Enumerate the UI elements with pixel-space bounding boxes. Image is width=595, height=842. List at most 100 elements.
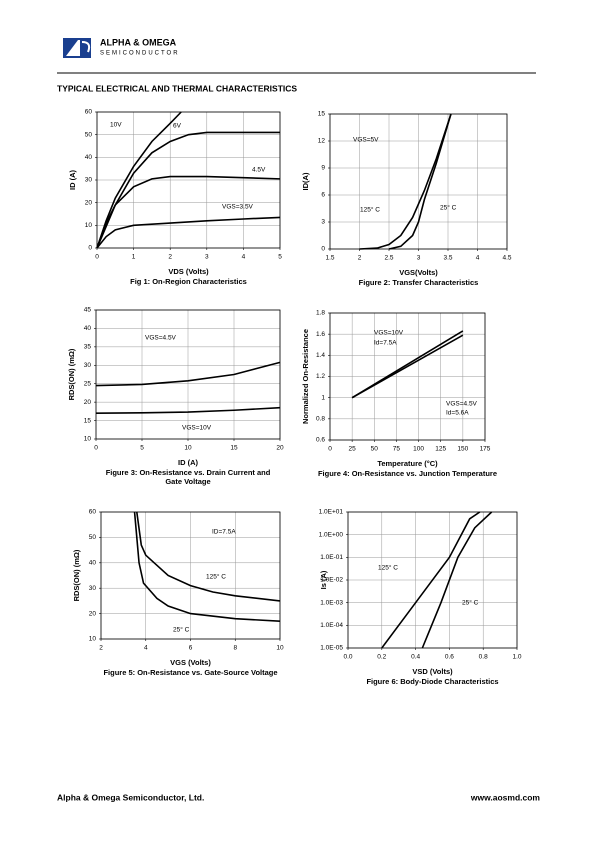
y-tick-label: 40 [89,560,97,567]
y-tick-label: 50 [85,131,93,138]
figure-caption: Figure 5: On-Resistance vs. Gate-Source … [103,668,277,677]
y-tick-label: 20 [85,199,93,206]
x-tick-label: 100 [413,446,424,453]
y-tick-label: 60 [85,109,93,116]
x-tick-label: 2 [99,645,103,652]
y-axis-label: ID(A) [301,172,310,190]
x-tick-label: 3 [417,255,421,262]
x-tick-label: 4.5 [502,255,511,262]
annotation: 125° C [360,206,380,214]
x-tick-label: 175 [480,446,491,453]
logo [63,38,91,58]
section-title: TYPICAL ELECTRICAL AND THERMAL CHARACTER… [57,83,297,93]
y-axis-label: RDS(ON) (mΩ) [67,348,76,400]
annotation: VGS=4.5V [145,335,177,342]
curve [95,361,281,387]
annotation: 25° C [440,204,457,212]
y-tick-label: 1.4 [316,352,325,359]
curve [381,511,481,649]
x-tick-label: 20 [276,445,284,452]
x-tick-label: 10 [276,645,284,652]
x-axis-label: VGS (Volts) [170,658,211,667]
curve [136,511,281,602]
plot-frame [329,113,508,250]
y-tick-label: 1.0E-05 [320,645,343,652]
x-tick-label: 3 [205,254,209,261]
x-tick-label: 2.5 [384,255,393,262]
x-tick-label: 0 [94,445,98,452]
annotation: 10V [110,122,122,129]
x-tick-label: 2 [358,255,362,262]
x-axis-label: VGS(Volts) [399,268,438,277]
x-tick-label: 50 [371,446,379,453]
y-tick-label: 10 [85,222,93,229]
annotation: VGS=3.5V [222,204,254,211]
x-tick-label: 10 [184,445,192,452]
y-tick-label: 0.6 [316,437,325,444]
x-tick-label: 1.0 [512,654,521,661]
y-tick-label: 1.0E-04 [320,622,343,629]
y-tick-label: 1.0E+00 [319,531,344,538]
figure-caption: Figure 3: On-Resistance vs. Drain Curren… [106,468,271,477]
y-tick-label: 0 [88,245,92,252]
annotation: 125° C [206,573,226,581]
x-tick-label: 0.8 [479,654,488,661]
curve [96,175,281,249]
plot-frame [96,111,281,249]
y-tick-label: 1.0E-03 [320,599,343,606]
figure-caption: Figure 2: Transfer Characteristics [359,278,479,287]
x-axis-label: VDS (Volts) [168,267,209,276]
x-axis-label: Temperature (°C) [377,459,438,468]
y-tick-label: 30 [85,177,93,184]
x-tick-label: 15 [230,445,238,452]
x-tick-label: 0.2 [377,654,386,661]
y-tick-label: 45 [84,307,92,314]
y-tick-label: 1.8 [316,310,325,317]
x-tick-label: 8 [233,645,237,652]
x-tick-label: 1 [132,254,136,261]
x-tick-label: 0.4 [411,654,420,661]
y-tick-label: 20 [89,610,97,617]
x-tick-label: 6 [189,645,193,652]
figure-caption: Fig 1: On-Region Characteristics [130,277,247,286]
x-tick-label: 4 [242,254,246,261]
x-tick-label: 2 [168,254,172,261]
x-tick-label: 3.5 [443,255,452,262]
y-tick-label: 1 [321,394,325,401]
x-tick-label: 4 [144,645,148,652]
curve [96,131,280,249]
y-tick-label: 1.6 [316,331,325,338]
x-tick-label: 4 [476,255,480,262]
x-tick-label: 5 [278,254,282,261]
y-tick-label: 10 [89,636,97,643]
curve [96,216,281,249]
y-axis-label: Is (A) [319,570,328,589]
annotation: Id=5.6A [446,410,469,417]
annotation: 125° C [378,564,398,572]
y-axis-label: Normalized On-Resistance [301,329,310,424]
y-tick-label: 30 [84,362,92,369]
x-tick-label: 125 [435,446,446,453]
annotation: VGS=5V [353,137,379,144]
y-tick-label: 20 [84,399,92,406]
annotation: 25° C [173,626,190,634]
y-tick-label: 35 [84,344,92,351]
x-tick-label: 5 [140,445,144,452]
footer-company: Alpha & Omega Semiconductor, Ltd. [57,792,204,802]
y-tick-label: 1.0E-02 [320,577,343,584]
x-axis-label: ID (A) [178,458,198,467]
annotation: 4.5V [252,167,266,174]
figure-caption: Figure 6: Body-Diode Characteristics [366,677,498,686]
annotation: VGS=4.5V [446,401,478,408]
x-tick-label: 0.0 [343,654,352,661]
y-tick-label: 40 [85,154,93,161]
y-tick-label: 12 [318,138,326,145]
curve [359,113,452,250]
plot-frame [347,511,518,649]
y-tick-label: 0 [321,246,325,253]
figure-caption: Gate Voltage [165,477,210,486]
x-tick-label: 0 [95,254,99,261]
annotation: VGS=10V [374,330,404,337]
x-tick-label: 0 [328,446,332,453]
